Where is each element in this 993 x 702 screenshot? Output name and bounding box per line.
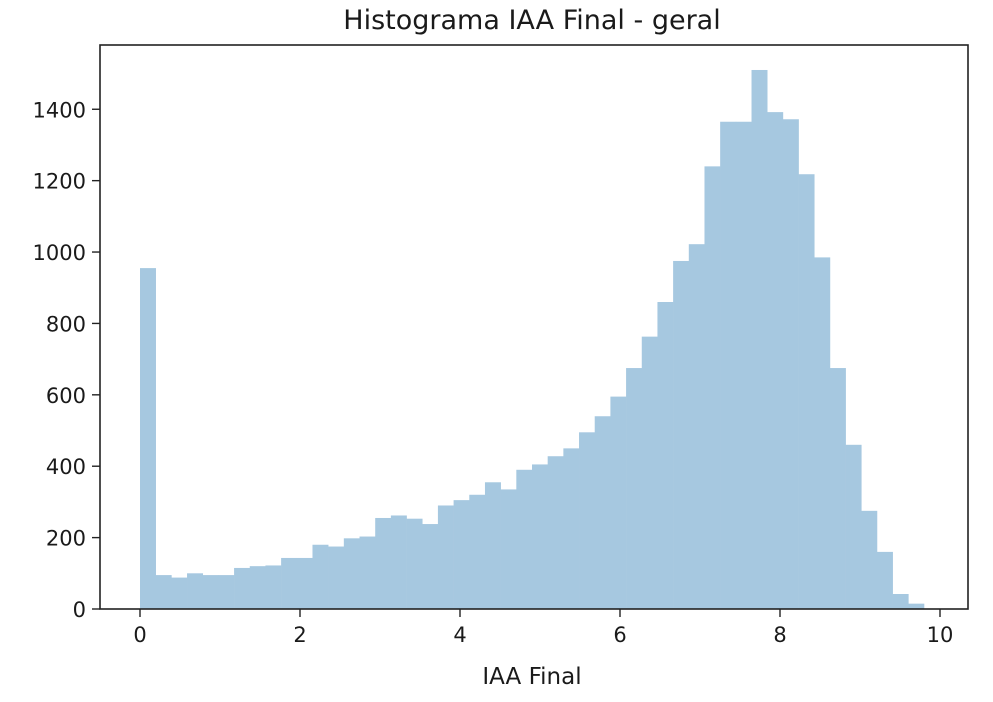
histogram-bar — [845, 444, 862, 609]
y-tick-label: 1000 — [33, 241, 86, 265]
histogram-bar — [735, 121, 752, 610]
histogram-bar — [673, 260, 690, 609]
y-tick-label: 400 — [46, 455, 86, 479]
histogram-bar — [798, 174, 815, 609]
histogram-bar — [626, 368, 643, 609]
histogram-bar — [281, 557, 298, 609]
histogram-bar — [704, 166, 721, 609]
histogram-bar — [249, 566, 266, 609]
histogram-bar — [688, 244, 705, 609]
x-tick-label: 2 — [293, 623, 306, 647]
y-tick-label: 0 — [73, 598, 86, 622]
histogram-bar — [328, 546, 345, 609]
histogram-bar — [751, 69, 768, 609]
histogram-bar — [469, 494, 486, 609]
x-axis-label: IAA Final — [482, 664, 581, 690]
chart-title: Histograma IAA Final - geral — [343, 5, 720, 36]
histogram-bar — [234, 567, 251, 609]
histogram-bar — [406, 518, 423, 609]
axes-frame — [99, 44, 969, 610]
x-tick-label: 8 — [773, 623, 786, 647]
histogram-bar — [312, 544, 329, 609]
histogram-bar — [343, 538, 360, 609]
y-tick-label: 1200 — [33, 170, 86, 194]
x-axis-ticks: 0 2 4 6 8 10 — [133, 609, 953, 647]
histogram-bar — [265, 565, 282, 609]
histogram-bar — [547, 456, 564, 609]
histogram-bar — [140, 268, 156, 609]
histogram-bar — [829, 368, 846, 609]
x-tick-label: 0 — [133, 623, 146, 647]
histogram-bar — [202, 575, 219, 609]
histogram-bar — [437, 505, 454, 609]
histogram-bar — [594, 416, 611, 609]
histogram-bar — [422, 524, 439, 609]
histogram-bar — [359, 536, 376, 609]
bars-group — [140, 69, 925, 610]
histogram-bar — [218, 575, 235, 609]
histogram-bar — [532, 464, 548, 609]
y-tick-label: 800 — [46, 312, 86, 336]
histogram-bar — [500, 489, 517, 609]
histogram-bar — [720, 121, 737, 610]
histogram-bar — [484, 482, 501, 609]
y-tick-label: 600 — [46, 384, 86, 408]
x-tick-label: 6 — [613, 623, 626, 647]
histogram-bar — [390, 515, 407, 609]
histogram-bar — [908, 603, 925, 609]
histogram-bar — [579, 432, 596, 609]
histogram-bar — [861, 510, 878, 609]
histogram-bar — [767, 112, 784, 610]
x-tick-label: 10 — [927, 623, 954, 647]
histogram-bar — [814, 257, 831, 609]
histogram-bar — [171, 577, 188, 609]
y-tick-label: 1400 — [33, 98, 86, 122]
histogram-bar — [453, 500, 470, 609]
histogram-bar — [641, 336, 658, 609]
y-tick-label: 200 — [46, 527, 86, 551]
histogram-bar — [375, 517, 392, 609]
histogram-bar — [610, 396, 627, 609]
histogram-bar — [516, 469, 533, 609]
histogram-bar — [892, 594, 909, 609]
histogram-bar — [187, 573, 204, 609]
histogram-bar — [657, 302, 674, 609]
histogram-bar — [782, 119, 799, 609]
histogram-bar — [876, 551, 893, 609]
y-axis-ticks: 0 200 400 600 800 1000 1200 1400 — [33, 98, 100, 622]
histogram-bar — [296, 557, 313, 609]
x-tick-label: 4 — [453, 623, 466, 647]
histogram-bar — [155, 575, 172, 609]
histogram-bar — [563, 448, 580, 609]
